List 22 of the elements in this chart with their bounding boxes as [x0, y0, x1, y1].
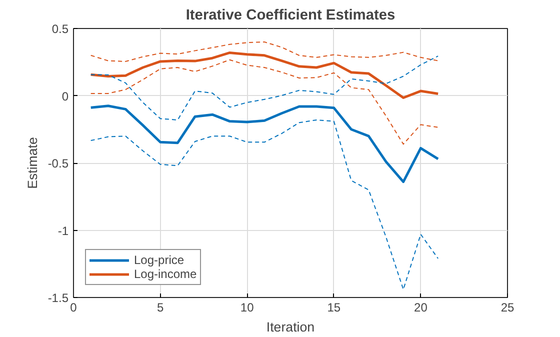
legend-label: Log-price — [134, 253, 184, 267]
y-tick-label: -1 — [58, 224, 69, 238]
x-tick-label: 5 — [156, 300, 164, 314]
line-series — [90, 119, 439, 290]
y-tick-label: -1.5 — [48, 291, 69, 305]
legend-label: Log-income — [134, 267, 197, 281]
x-tick-label: 10 — [240, 300, 254, 314]
x-axis-title: Iteration — [266, 320, 315, 334]
line-series — [90, 59, 439, 145]
x-tick-label: 0 — [70, 300, 78, 314]
line-series — [90, 56, 439, 120]
x-tick-label: 15 — [327, 300, 341, 314]
x-tick-label: 25 — [500, 300, 514, 314]
y-tick-label: -0.5 — [48, 156, 69, 170]
chart-title: Iterative Coefficient Estimates — [186, 8, 396, 24]
y-tick-label: 0.5 — [52, 22, 69, 36]
line-series — [90, 104, 440, 184]
y-tick-label: 0 — [62, 89, 69, 104]
x-tick-label: 20 — [414, 300, 428, 314]
line-series — [90, 51, 440, 100]
y-axis-title: Estimate — [24, 137, 40, 189]
line-series — [90, 41, 439, 62]
